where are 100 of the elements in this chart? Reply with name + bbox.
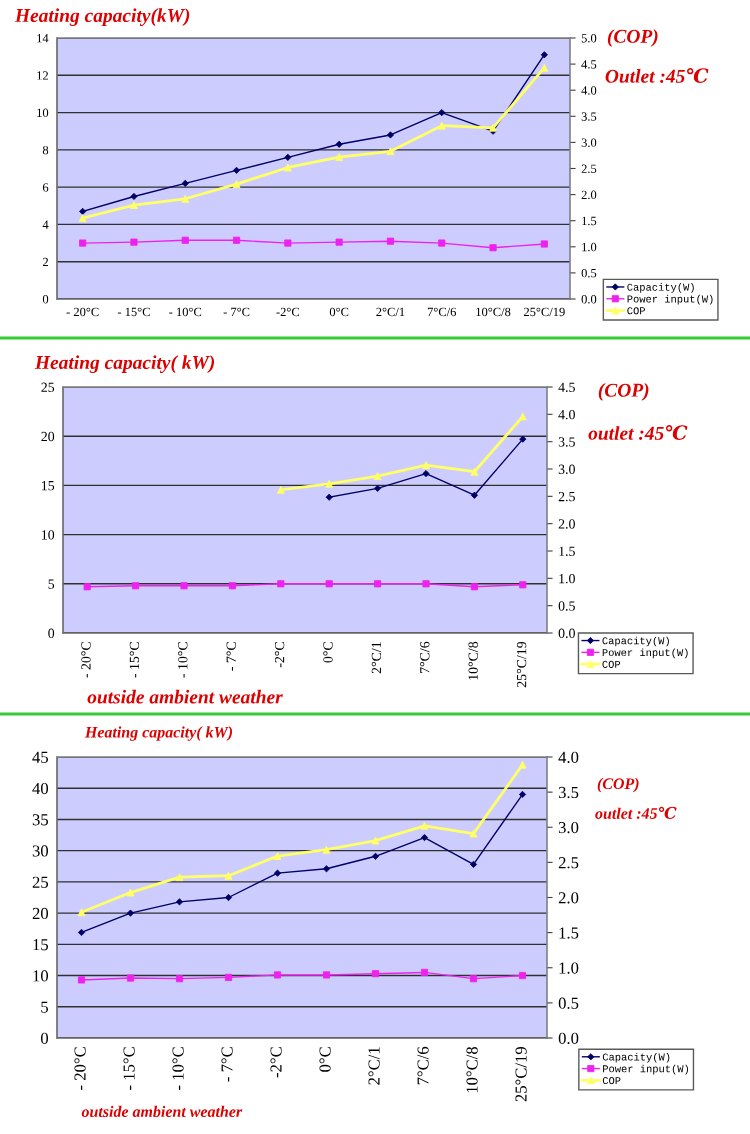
y-tick-label: 0 [40, 1032, 49, 1044]
x-tick-label: 7°C/6 [427, 307, 457, 317]
point [224, 893, 233, 902]
y-tick-label: 4 [42, 220, 49, 229]
y2-tick-label: 0.0 [558, 1032, 579, 1045]
y2-tick-label: 3.0 [581, 138, 597, 147]
x-tick-label: 25°C/19 [516, 641, 527, 688]
x-tick-label: 2°C/1 [368, 1047, 380, 1085]
y2-tick-label: 1.0 [582, 242, 597, 252]
x-tick-label: - 15°C [117, 307, 150, 317]
y-tick-label: 5 [48, 579, 55, 589]
legend-label: Capacity(W) [602, 636, 669, 647]
legend-label: Power input(W) [603, 1064, 689, 1075]
x-tick-label: -2°C [276, 307, 300, 317]
x-tick-label: 2°C/1 [376, 307, 405, 317]
x-tick-label: - 10°C [172, 1047, 184, 1090]
x-tick-label: 25°C/19 [515, 1047, 527, 1102]
y2-tick-label: 3.0 [558, 821, 579, 834]
y2-axis-title: (COP) [607, 29, 658, 47]
y2-tick-label: 2.5 [581, 164, 597, 174]
y-tick-label: 8 [42, 145, 49, 155]
point [420, 968, 429, 976]
y2-tick-label: 2.5 [558, 857, 579, 869]
x-tick-label: 10°C/8 [466, 1046, 478, 1093]
point [518, 790, 527, 799]
y-tick-label: 30 [32, 845, 49, 857]
y2-tick-label: 2.0 [558, 892, 579, 904]
y-tick-label: 45 [32, 751, 49, 763]
y-tick-label: 20 [41, 431, 55, 442]
x-tick-label: 0°C [329, 307, 349, 317]
y2-tick-label: 4.5 [558, 382, 575, 393]
text: outlet :45℃ [588, 425, 688, 440]
x-tick-label: - 7°C [221, 1047, 233, 1082]
y2-tick-label: 1.0 [559, 962, 579, 974]
y-tick-label: 6 [42, 183, 49, 192]
x-tick-label: - 20°C [74, 1047, 86, 1090]
y-tick-label: 5 [41, 1001, 49, 1013]
point [518, 972, 527, 980]
y2-tick-label: 4.0 [558, 409, 575, 420]
y2-tick-label: 1.0 [559, 573, 575, 584]
y2-tick-label: 3.5 [581, 112, 597, 121]
y2-tick-label: 0.5 [558, 997, 579, 1009]
y2-tick-label: 0.5 [581, 268, 597, 278]
y2-tick-label: 4.0 [581, 86, 597, 95]
x-tick-label: 0°C [323, 642, 333, 663]
y-tick-label: 12 [37, 71, 48, 80]
legend-label: Power input(W) [627, 294, 713, 305]
y2-tick-label: 1.5 [582, 216, 597, 226]
y-tick-label: 10 [33, 970, 49, 982]
y-tick-label: 40 [32, 782, 49, 795]
y2-tick-label: 1.5 [559, 546, 575, 557]
y2-tick-label: 0.0 [581, 295, 597, 304]
x-tick-label: - 10°C [178, 642, 188, 678]
y2-tick-label: 4.0 [558, 751, 579, 764]
x-tick-label: 0°C [319, 1047, 331, 1072]
y-tick-label: 14 [37, 34, 49, 43]
y-tick-label: 15 [33, 939, 49, 951]
x-tick-label: - 20°C [66, 307, 99, 317]
y-tick-label: 10 [42, 530, 55, 540]
y-tick-label: 25 [41, 382, 55, 392]
y-tick-label: 35 [32, 814, 49, 826]
x-tick-label: 7°C/6 [420, 641, 430, 673]
y2-tick-label: 2.0 [558, 519, 575, 529]
y2-tick-label: 3.5 [558, 786, 579, 799]
x-tick-label: 2°C/1 [371, 642, 382, 674]
x-tick-label: - 15°C [129, 642, 140, 678]
x-tick-label: - 10°C [169, 307, 202, 317]
legend-label: Capacity(W) [627, 283, 694, 293]
text: Outlet :45℃ [605, 68, 709, 83]
y-tick-label: 10 [37, 108, 49, 118]
y2-axis-title: (COP) [598, 383, 649, 401]
legend-label: Power input(W) [602, 648, 688, 659]
y2-tick-label: 3.5 [558, 437, 575, 447]
legend-label: COP [602, 1077, 621, 1085]
text: outlet :45℃ [595, 806, 677, 819]
x-axis-title: outside ambient weather [81, 1105, 243, 1118]
y2-tick-label: 1.5 [559, 927, 579, 939]
y-tick-label: 25 [32, 876, 49, 888]
x-tick-label: -2°C [274, 642, 285, 668]
x-tick-label: - 20°C [81, 642, 91, 678]
x-tick-label: 25°C/19 [523, 307, 565, 317]
y-tick-label: 2 [42, 257, 48, 267]
y-tick-label: 15 [42, 481, 55, 491]
y2-tick-label: 0.0 [558, 628, 575, 639]
x-tick-label: - 7°C [223, 307, 250, 317]
y2-axis-title: (COP) [597, 777, 639, 793]
chart-title: Heating capacity( kW) [34, 355, 215, 374]
chart-title: Heating capacity( kW) [84, 726, 233, 741]
x-tick-label: - 15°C [123, 1047, 135, 1090]
x-tick-label: 7°C/6 [417, 1046, 429, 1085]
y2-tick-label: 4.5 [581, 60, 597, 69]
legend-label: COP [627, 307, 645, 315]
x-tick-label: -2°C [270, 1047, 282, 1078]
y2-tick-label: 5.0 [581, 34, 597, 43]
chart-title: Heating capacity(kW) [14, 8, 190, 27]
legend-label: COP [602, 660, 621, 668]
x-tick-label: - 7°C [226, 642, 236, 671]
x-tick-label: 10°C/8 [468, 641, 478, 680]
x-tick-label: 10°C/8 [476, 307, 511, 317]
legend-label: Capacity(W) [602, 1052, 670, 1063]
